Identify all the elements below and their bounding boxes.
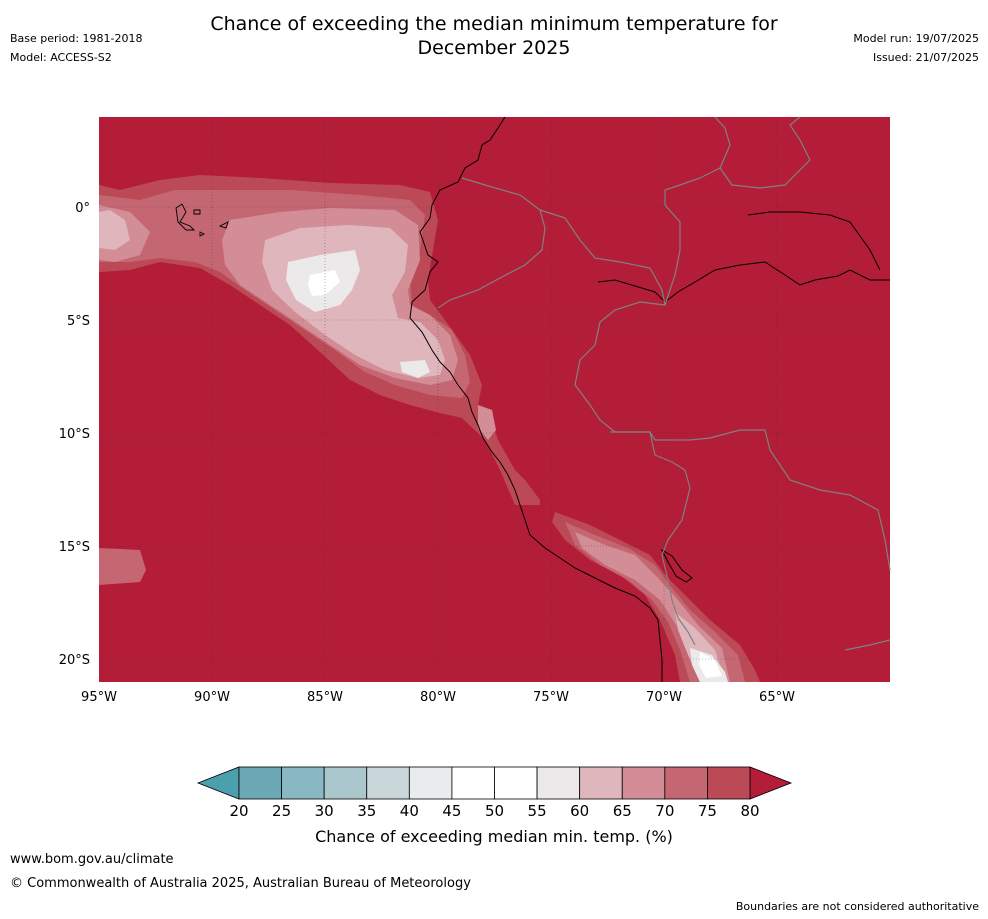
- colorbar-tick-label: 30: [315, 802, 334, 820]
- border: [610, 429, 891, 571]
- colorbar-label: Chance of exceeding median min. temp. (%…: [315, 827, 673, 846]
- lat-label: 0°: [75, 201, 90, 216]
- colorbar-tick-label: 65: [613, 802, 632, 820]
- lon-label: 75°W: [533, 690, 569, 705]
- colorbar-tick-label: 70: [655, 802, 674, 820]
- contour-50: [308, 270, 340, 296]
- colorbar-swatch: [664, 766, 708, 800]
- border: [714, 116, 731, 169]
- border: [661, 554, 696, 646]
- border: [437, 177, 546, 309]
- contour-65-mid: [478, 405, 496, 440]
- colorbar-tick-label: 45: [442, 802, 461, 820]
- colorbar-swatch: [579, 766, 623, 800]
- footer-note: Boundaries are not considered authoritat…: [735, 900, 979, 913]
- lake-titicaca: [660, 548, 693, 583]
- colorbar-swatch: [281, 766, 325, 800]
- lat-label: 20°S: [59, 653, 90, 668]
- country-borders: [437, 116, 891, 651]
- model-run: Model run: 19/07/2025: [853, 32, 979, 45]
- lon-label: 65°W: [759, 690, 795, 705]
- colorbar-swatch: [366, 766, 410, 800]
- colorbar-tick-label: 50: [485, 802, 504, 820]
- model-name: Model: ACCESS-S2: [10, 51, 112, 64]
- colorbar-tick-label: 55: [528, 802, 547, 820]
- colorbar-swatch: [494, 766, 538, 800]
- south-anomaly-contours: [478, 405, 760, 682]
- colorbar-swatch: [621, 766, 666, 800]
- lon-label: 70°W: [646, 690, 682, 705]
- left-metadata: Base period: 1981-2018 Model: ACCESS-S2: [10, 32, 142, 70]
- rio-negro: [747, 211, 881, 271]
- gridlines: [99, 117, 890, 682]
- title-line-2: December 2025: [417, 37, 571, 59]
- title-line-1: Chance of exceeding the median minimum t…: [210, 13, 778, 35]
- ocean-anomaly-contours: [99, 175, 540, 585]
- contour-55b: [400, 360, 430, 378]
- lat-label: 10°S: [59, 427, 90, 442]
- island: [218, 221, 229, 229]
- colorbar-extend-high: [749, 766, 793, 800]
- colorbar-tick-label: 40: [400, 802, 419, 820]
- island: [199, 231, 206, 237]
- island: [193, 209, 201, 215]
- lon-label: 95°W: [81, 690, 117, 705]
- lon-label: 85°W: [307, 690, 343, 705]
- map-panel: [99, 116, 891, 682]
- footer-url: www.bom.gov.au/climate: [10, 852, 174, 867]
- colorbar-tick-label: 80: [740, 802, 759, 820]
- right-metadata: Model run: 19/07/2025 Issued: 21/07/2025: [853, 32, 979, 70]
- colorbar-swatch: [536, 766, 581, 800]
- map-title: Chance of exceeding the median minimum t…: [0, 12, 988, 60]
- lat-label: 15°S: [59, 540, 90, 555]
- colorbar-extend-low: [196, 766, 240, 800]
- colorbar-swatch: [238, 766, 282, 800]
- colorbar-tick-label: 35: [357, 802, 376, 820]
- colorbar-tick-label: 25: [272, 802, 291, 820]
- colorbar-swatch: [323, 766, 368, 800]
- contour-50-south: [699, 652, 722, 678]
- border: [844, 639, 891, 651]
- longitude-labels: 95°W 90°W 85°W 80°W 75°W 70°W 65°W: [81, 690, 795, 705]
- contour-70-south: [99, 548, 146, 585]
- lat-label: 5°S: [67, 314, 90, 329]
- colorbar-tick-label: 20: [229, 802, 248, 820]
- issued-date: Issued: 21/07/2025: [872, 51, 979, 64]
- coastline: [409, 116, 663, 682]
- border: [539, 209, 691, 556]
- colorbar-tick-label: 75: [698, 802, 717, 820]
- colorbar-swatch: [451, 766, 495, 800]
- footer-copyright: © Commonwealth of Australia 2025, Austra…: [10, 876, 471, 891]
- island: [175, 203, 196, 231]
- colorbar-swatch: [707, 766, 751, 800]
- galapagos-islands: [175, 203, 229, 237]
- contour-60b: [99, 210, 130, 250]
- amazon-river: [597, 261, 890, 303]
- lon-label: 80°W: [420, 690, 456, 705]
- colorbar-tick-label: 60: [570, 802, 589, 820]
- base-period: Base period: 1981-2018: [10, 32, 143, 45]
- colorbar-swatch: [408, 766, 453, 800]
- colorbar: 20 25 30 35 40 45 50 55 60 65 70 75 80: [196, 766, 793, 820]
- latitude-labels: 0° 5°S 10°S 15°S 20°S: [59, 201, 90, 668]
- lon-label: 90°W: [194, 690, 230, 705]
